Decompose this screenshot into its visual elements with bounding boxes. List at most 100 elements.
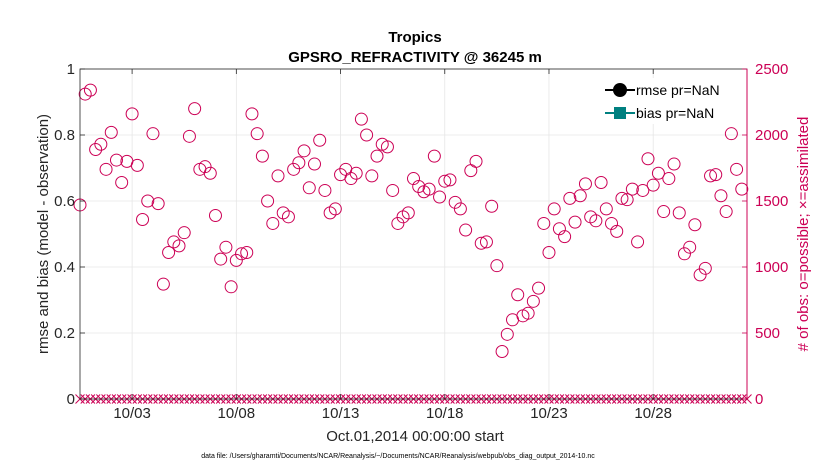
possible-point: [360, 128, 374, 142]
possible-point: [141, 194, 155, 208]
axis-ticks: 10/03 10/08 10/13 10/18 10/23 10/28 0 0.2 0.4 0.6…: [54, 61, 788, 422]
possible-point: [469, 154, 483, 168]
possible-point: [542, 245, 556, 259]
possible-point: [589, 214, 603, 228]
possible-point: [235, 247, 249, 261]
possible-point: [683, 240, 697, 254]
possible-point: [459, 223, 473, 237]
possible-point: [412, 179, 426, 193]
legend-rmse-label: rmse pr=NaN: [636, 82, 720, 98]
possible-point: [292, 156, 306, 170]
possible-point: [177, 226, 191, 240]
possible-point: [646, 178, 660, 192]
possible-point: [704, 169, 718, 183]
possible-point: [667, 157, 681, 171]
possible-point: [219, 240, 233, 254]
possible-point: [156, 277, 170, 291]
possible-point: [125, 107, 139, 121]
y-axis-label-right: # of obs: o=possible; ×=assimilated: [795, 117, 812, 352]
possible-point: [526, 294, 540, 308]
possible-point: [245, 107, 259, 121]
possible-point: [620, 193, 634, 207]
x-tick-label: 10/13: [322, 405, 360, 422]
possible-point: [532, 281, 546, 295]
possible-point: [573, 189, 587, 203]
possible-point: [453, 202, 467, 216]
possible-point: [636, 183, 650, 197]
y-tick-label-left: 0.6: [54, 193, 75, 210]
possible-point: [302, 181, 316, 195]
possible-point: [281, 210, 295, 224]
legend-rmse-marker: [613, 83, 627, 97]
possible-point: [307, 157, 321, 171]
possible-point: [422, 182, 436, 196]
possible-point: [109, 153, 123, 167]
possible-point: [349, 166, 363, 180]
possible-point: [151, 197, 165, 211]
y-tick-label-left: 0.4: [54, 259, 75, 276]
possible-point: [625, 182, 639, 196]
possible-point: [287, 162, 301, 176]
x-tick-label: 10/18: [426, 405, 464, 422]
possible-point: [433, 190, 447, 204]
possible-point: [94, 137, 108, 151]
possible-point: [313, 133, 327, 147]
possible-point: [698, 261, 712, 275]
possible-point: [615, 191, 629, 205]
y-tick-label-left: 0: [67, 391, 75, 408]
possible-point: [198, 160, 212, 174]
possible-point: [354, 112, 368, 126]
possible-point: [724, 127, 738, 141]
possible-point: [651, 166, 665, 180]
possible-point: [318, 183, 332, 197]
possible-point: [250, 127, 264, 141]
possible-point: [693, 268, 707, 282]
possible-point: [240, 245, 254, 259]
possible-point: [563, 191, 577, 205]
y-tick-label-right: 2500: [755, 61, 788, 78]
possible-point: [214, 252, 228, 266]
y-tick-label-right: 2000: [755, 127, 788, 144]
possible-point: [677, 247, 691, 261]
possible-point: [365, 169, 379, 183]
possible-point: [136, 212, 150, 226]
possible-point: [328, 202, 342, 216]
possible-point: [386, 183, 400, 197]
possible-point: [641, 152, 655, 166]
x-tick-label: 10/03: [113, 405, 151, 422]
chart-title: Tropics: [388, 29, 441, 46]
possible-point: [208, 209, 222, 223]
possible-point: [479, 235, 493, 249]
possible-point: [662, 172, 676, 186]
chart-subtitle: GPSRO_REFRACTIVITY @ 36245 m: [288, 49, 542, 66]
y-tick-label-left: 0.8: [54, 127, 75, 144]
possible-point: [203, 166, 217, 180]
possible-point: [730, 162, 744, 176]
x-tick-label: 10/08: [218, 405, 256, 422]
possible-point: [537, 216, 551, 230]
possible-point: [391, 216, 405, 230]
possible-point: [130, 158, 144, 172]
possible-point: [146, 127, 160, 141]
possible-point: [271, 169, 285, 183]
possible-point: [438, 174, 452, 188]
x-axis-label: Oct.01,2014 00:00:00 start: [326, 428, 504, 445]
legend-bias-label: bias pr=NaN: [636, 105, 714, 121]
possible-point: [443, 173, 457, 187]
possible-point: [99, 162, 113, 176]
possible-point: [610, 224, 624, 238]
possible-point: [401, 206, 415, 220]
y-tick-label-right: 1000: [755, 259, 788, 276]
x-tick-label: 10/28: [634, 405, 672, 422]
y-tick-label-left: 1: [67, 61, 75, 78]
legend: rmse pr=NaN bias pr=NaN: [598, 78, 738, 124]
possible-point: [485, 199, 499, 213]
possible-point: [657, 205, 671, 219]
legend-bias-marker: [614, 107, 626, 119]
possible-point: [182, 129, 196, 143]
possible-point: [594, 176, 608, 190]
possible-point: [547, 202, 561, 216]
x-tick-label: 10/23: [530, 405, 568, 422]
possible-point: [89, 143, 103, 157]
